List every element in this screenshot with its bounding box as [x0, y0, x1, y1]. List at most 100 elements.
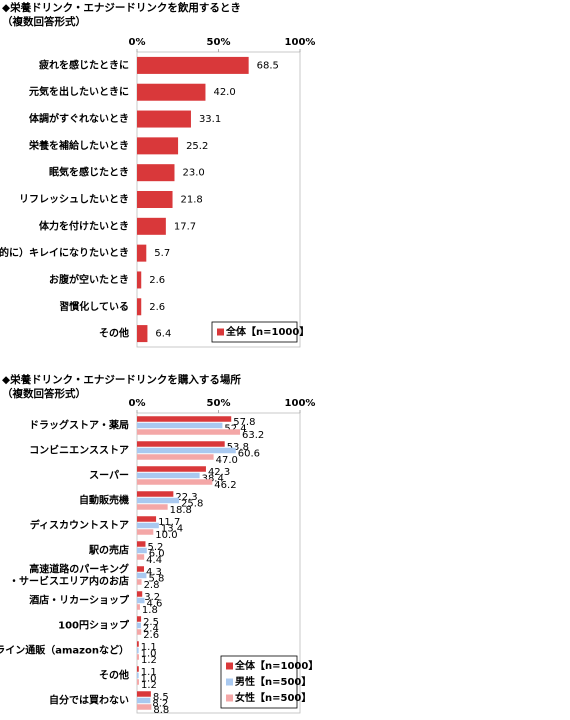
- value-label: 23.0: [182, 168, 204, 179]
- value-label: 2.6: [149, 302, 165, 313]
- bar: [137, 547, 147, 554]
- bar: [137, 541, 146, 547]
- bar: [137, 56, 249, 74]
- bar: [137, 629, 142, 635]
- legend-box: [220, 655, 298, 709]
- category-label: 眠気を感じたとき: [49, 166, 129, 179]
- category-label: その他: [99, 669, 129, 682]
- value-label: 2.8: [144, 580, 160, 591]
- bar: [137, 622, 141, 629]
- category-label: 高速道路のパーキング: [29, 563, 129, 576]
- category-label: 疲れを感じたときに: [39, 58, 129, 71]
- x-tick-label: 0%: [129, 37, 146, 48]
- value-label: 10.0: [155, 530, 177, 541]
- bar: [137, 591, 143, 597]
- bar: [137, 422, 223, 429]
- value-label: 1.8: [142, 605, 158, 616]
- value-label: 42.0: [213, 87, 235, 98]
- bar: [137, 616, 142, 622]
- value-label: 11.7: [158, 517, 180, 528]
- category-label: 元気を出したいときに: [29, 85, 129, 98]
- bar: [137, 479, 213, 485]
- bar: [137, 244, 147, 262]
- value-label: 17.7: [174, 221, 196, 232]
- bar: [137, 137, 179, 155]
- value-label: 2.4: [143, 624, 159, 635]
- value-label: 1.0: [141, 674, 157, 685]
- bar: [137, 579, 142, 585]
- category-label: 駅の売店: [88, 544, 129, 557]
- value-label: 2.5: [143, 617, 159, 628]
- bar: [137, 529, 154, 535]
- legend-label: 男性【n=500】: [235, 675, 311, 688]
- x-tick-label: 100%: [285, 37, 316, 48]
- legend-swatch: [226, 662, 233, 670]
- value-label: 25.2: [186, 141, 208, 152]
- category-label: コンビニエンスストア: [29, 444, 129, 457]
- value-label: 1.1: [141, 642, 157, 653]
- bar: [137, 497, 180, 504]
- value-label: 1.2: [141, 680, 157, 691]
- bar: [137, 516, 157, 522]
- category-label: （美容的に）キレイになりたいとき: [0, 246, 129, 259]
- bar: [137, 672, 139, 679]
- bar: [137, 604, 140, 610]
- bar: [137, 164, 175, 182]
- category-label: ドラッグストア・薬局: [29, 419, 129, 432]
- legend-swatch: [217, 328, 224, 336]
- chart-title: ◆栄養ドリンク・エナジードリンクを購入する場所: [2, 373, 241, 386]
- value-label: 6.4: [155, 329, 171, 340]
- legend-swatch: [226, 678, 233, 686]
- category-label: ディスカウントストア: [30, 519, 129, 532]
- bar: [137, 191, 173, 208]
- bar: [137, 429, 241, 435]
- chart-subtitle: （複数回答形式）: [2, 15, 86, 28]
- bar: [137, 679, 139, 685]
- bar: [137, 691, 151, 697]
- value-label: 46.2: [214, 480, 236, 491]
- bar: [137, 504, 168, 510]
- value-label: 1.1: [141, 667, 157, 678]
- value-label: 33.1: [199, 114, 221, 125]
- value-label: 4.6: [146, 599, 162, 610]
- bar: [137, 522, 159, 529]
- category-label: ・サービスエリア内のお店: [9, 575, 129, 588]
- legend-swatch: [226, 694, 233, 702]
- x-tick-label: 50%: [207, 398, 231, 409]
- value-label: 63.2: [242, 430, 264, 441]
- bar: [137, 697, 151, 704]
- chart-subtitle: （複数回答形式）: [2, 387, 86, 400]
- value-label: 42.3: [208, 467, 230, 478]
- value-label: 18.8: [170, 505, 192, 516]
- value-label: 38.4: [202, 474, 224, 485]
- bar: [137, 441, 225, 447]
- bar: [137, 641, 139, 647]
- category-label: 体力を付けたいとき: [39, 219, 129, 232]
- category-label: リフレッシュしたいとき: [19, 194, 129, 206]
- category-label: 習慣化している: [59, 300, 129, 313]
- value-label: 57.8: [233, 417, 255, 428]
- bar: [137, 83, 206, 101]
- bar: [137, 325, 148, 343]
- x-tick-label: 50%: [207, 37, 231, 48]
- value-label: 3.2: [144, 592, 160, 603]
- bar: [137, 566, 145, 572]
- value-label: 47.0: [216, 455, 238, 466]
- bar: [137, 572, 147, 579]
- bar: [137, 597, 145, 604]
- chart-title: ◆栄養ドリンク・エナジードリンクを飲用するとき: [2, 1, 241, 14]
- bar: [137, 654, 139, 660]
- bar: [137, 472, 200, 479]
- value-label: 21.8: [181, 195, 203, 206]
- category-label: お腹が空いたとき: [49, 273, 129, 286]
- value-label: 5.8: [148, 574, 164, 585]
- value-label: 8.8: [153, 705, 169, 716]
- category-label: 栄養を補給したいとき: [28, 139, 129, 152]
- value-label: 53.8: [227, 442, 249, 453]
- bar: [137, 647, 139, 654]
- bar: [137, 447, 236, 454]
- bar: [137, 298, 142, 316]
- value-label: 8.2: [152, 699, 168, 710]
- legend-box: [211, 321, 298, 343]
